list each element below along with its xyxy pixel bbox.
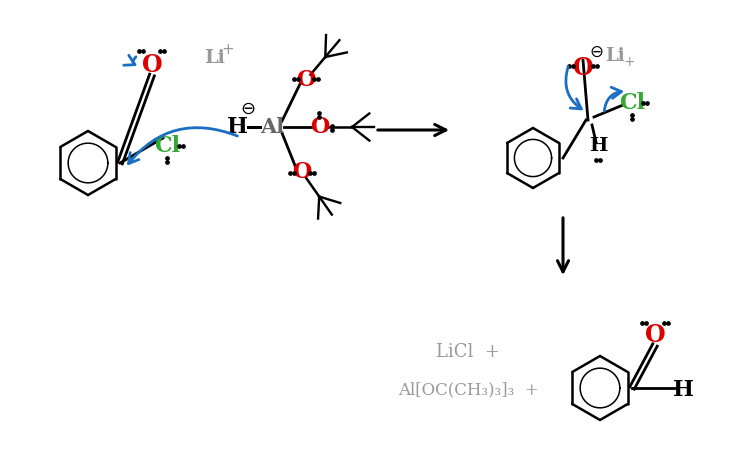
Text: O: O <box>573 56 593 80</box>
Text: O: O <box>297 69 316 91</box>
Text: Cl: Cl <box>619 92 645 114</box>
FancyArrowPatch shape <box>604 87 621 111</box>
Text: Li: Li <box>205 49 225 67</box>
Text: Al[OC(CH₃)₃]₃  +: Al[OC(CH₃)₃]₃ + <box>397 381 538 398</box>
Text: O: O <box>311 116 330 138</box>
Text: H: H <box>227 116 249 138</box>
Text: LiCl  +: LiCl + <box>436 343 500 361</box>
Text: ⊖: ⊖ <box>589 43 603 61</box>
FancyArrowPatch shape <box>124 55 136 65</box>
Text: H: H <box>673 379 693 401</box>
Text: Al: Al <box>260 117 284 137</box>
FancyArrowPatch shape <box>129 128 238 164</box>
Text: Li: Li <box>605 47 625 65</box>
Text: +: + <box>222 42 234 58</box>
Text: O: O <box>142 53 163 77</box>
Text: ⊖: ⊖ <box>241 100 255 118</box>
Text: O: O <box>645 323 665 347</box>
Text: H: H <box>589 137 607 155</box>
Text: +: + <box>623 55 635 69</box>
FancyArrowPatch shape <box>566 67 581 109</box>
Text: O: O <box>292 161 311 183</box>
Text: Cl: Cl <box>154 135 180 157</box>
